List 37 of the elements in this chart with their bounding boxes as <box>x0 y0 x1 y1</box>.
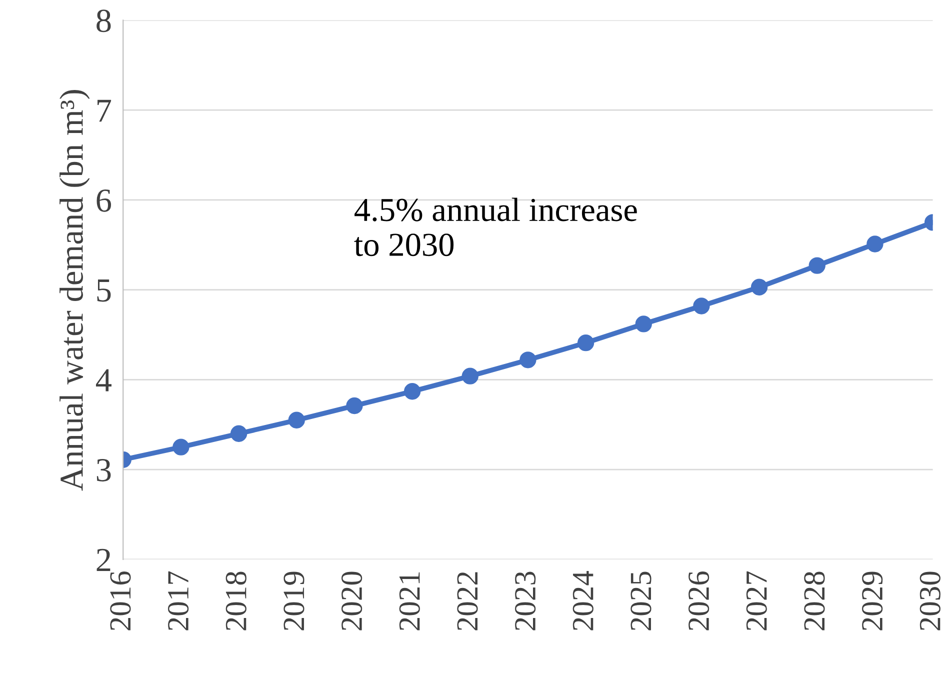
y-tick-label: 3 <box>96 459 111 482</box>
x-tick-label: 2017 <box>168 571 189 630</box>
x-tick-label: 2023 <box>514 572 536 630</box>
x-tick-label: 2022 <box>457 572 478 630</box>
point <box>462 368 478 384</box>
x-tick-label: 2030 <box>920 572 940 630</box>
point <box>808 257 826 274</box>
y-axis-title: Annual water demand (bn m³) <box>60 90 90 491</box>
x-tick-label: 2018 <box>226 572 246 630</box>
y-tick-label: 8 <box>96 10 111 32</box>
point <box>577 334 594 352</box>
point <box>520 352 536 368</box>
x-tick-label: 2025 <box>630 572 652 630</box>
point <box>750 278 768 296</box>
x-tick-label: 2027 <box>746 571 767 630</box>
point <box>172 438 190 456</box>
point <box>635 316 652 332</box>
x-tick-label: 2021 <box>399 572 420 630</box>
y-tick-label: 7 <box>98 100 112 122</box>
point <box>693 298 710 314</box>
point <box>866 236 884 252</box>
y-tick-label: 2 <box>96 548 110 571</box>
point <box>404 383 421 400</box>
point <box>288 412 305 428</box>
y-tick-label: 4 <box>96 369 112 392</box>
x-tick-label: 2016 <box>110 571 131 630</box>
x-tick-label: 2024 <box>572 571 594 630</box>
x-tick-label: 2026 <box>688 571 710 630</box>
annotation: 4.5% annual increase to 2030 <box>354 198 637 256</box>
x-tick-label: 2020 <box>341 572 362 630</box>
x-tick-label: 2028 <box>804 572 825 630</box>
x-tick-label: 2019 <box>284 572 304 630</box>
x-tick-label: 2029 <box>862 572 883 630</box>
y-tick-label: 6 <box>96 189 112 212</box>
y-tick-label: 5 <box>97 280 111 302</box>
point <box>346 397 363 414</box>
point <box>230 425 248 442</box>
